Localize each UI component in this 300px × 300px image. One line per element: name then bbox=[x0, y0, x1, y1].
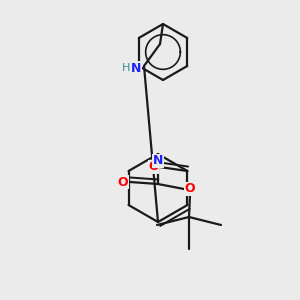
Text: N: N bbox=[153, 154, 163, 167]
Text: H: H bbox=[122, 63, 130, 73]
Text: O: O bbox=[148, 160, 159, 173]
Text: N: N bbox=[131, 61, 141, 74]
Text: O: O bbox=[118, 176, 128, 188]
Text: O: O bbox=[185, 182, 195, 196]
